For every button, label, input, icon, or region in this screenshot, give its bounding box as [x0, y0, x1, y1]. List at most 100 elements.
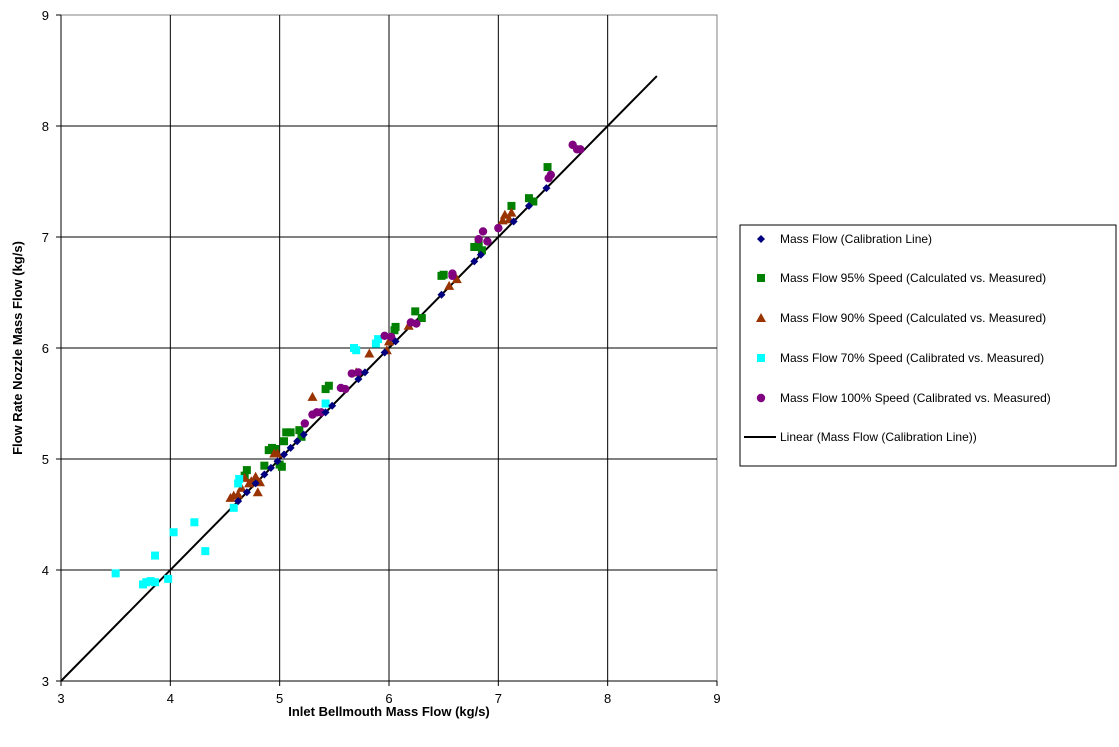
- series-3: [111, 335, 383, 589]
- x-tick-label: 3: [57, 691, 64, 706]
- legend-marker: [756, 393, 766, 403]
- data-point: [280, 450, 289, 459]
- data-point: [542, 184, 551, 193]
- data-point: [260, 470, 269, 479]
- data-point: [252, 487, 263, 497]
- data-point: [360, 368, 369, 377]
- series-1: [240, 163, 552, 480]
- data-point: [235, 474, 244, 483]
- data-point: [477, 246, 486, 255]
- data-point: [470, 242, 479, 251]
- data-point: [260, 461, 269, 470]
- legend-item: Mass Flow 100% Speed (Calibrated vs. Mea…: [756, 391, 1051, 405]
- data-point: [478, 227, 488, 236]
- legend-item: Mass Flow (Calibration Line): [757, 232, 932, 246]
- x-axis-title: Inlet Bellmouth Mass Flow (kg/s): [288, 704, 490, 719]
- series-layer: [60, 75, 658, 682]
- data-point: [451, 274, 462, 284]
- data-point: [277, 462, 286, 471]
- data-point: [354, 368, 363, 377]
- data-point: [234, 479, 243, 488]
- x-tick-label: 7: [495, 691, 502, 706]
- data-point: [190, 518, 199, 527]
- legend-marker: [756, 313, 766, 322]
- data-point: [386, 332, 396, 342]
- legend-label: Mass Flow 90% Speed (Calculated vs. Meas…: [780, 311, 1046, 325]
- x-tick-label: 8: [604, 691, 611, 706]
- x-tick-label: 4: [167, 691, 174, 706]
- data-point: [242, 488, 251, 497]
- data-point: [391, 337, 400, 346]
- legend-label: Mass Flow 95% Speed (Calculated vs. Meas…: [780, 271, 1046, 285]
- y-tick-label: 7: [42, 230, 49, 245]
- data-point: [286, 428, 295, 437]
- x-tick-label: 5: [276, 691, 283, 706]
- data-point: [229, 503, 238, 512]
- data-point: [352, 346, 361, 355]
- data-point: [164, 574, 173, 583]
- data-point: [271, 445, 280, 454]
- y-axis-title: Flow Rate Nozzle Mass Flow (kg/s): [10, 241, 25, 455]
- data-point: [317, 408, 326, 417]
- data-point: [151, 551, 160, 560]
- data-point: [347, 369, 357, 378]
- data-point: [529, 197, 538, 206]
- legend-label: Mass Flow (Calibration Line): [780, 232, 932, 246]
- data-point: [169, 528, 178, 537]
- y-tick-label: 9: [42, 8, 49, 23]
- data-point: [524, 201, 533, 210]
- data-point: [524, 194, 533, 203]
- x-tick-label: 6: [385, 691, 392, 706]
- data-point: [384, 336, 394, 346]
- data-point: [507, 201, 516, 210]
- tick-labels: 3 4 5 6 7 8 9 3 4 5 6 7 8 9: [42, 8, 721, 706]
- legend-item: Mass Flow 70% Speed (Calibrated vs. Meas…: [757, 351, 1044, 365]
- legend-box: [739, 224, 1117, 467]
- data-point: [299, 430, 308, 439]
- data-point: [509, 217, 518, 226]
- data-point: [297, 432, 306, 441]
- data-point: [437, 290, 446, 299]
- data-point: [546, 170, 556, 180]
- data-point: [273, 457, 282, 466]
- data-point: [321, 399, 330, 408]
- legend-label: Mass Flow 70% Speed (Calibrated vs. Meas…: [780, 351, 1044, 365]
- legend-item: Mass Flow 90% Speed (Calculated vs. Meas…: [756, 311, 1046, 325]
- data-point: [321, 408, 330, 417]
- y-tick-label: 4: [42, 563, 49, 578]
- data-point: [242, 466, 251, 475]
- data-point: [380, 348, 389, 357]
- data-point: [286, 443, 295, 452]
- y-tick-label: 5: [42, 452, 49, 467]
- legend-label: Mass Flow 100% Speed (Calibrated vs. Mea…: [780, 391, 1051, 405]
- data-point: [417, 314, 426, 323]
- data-point: [483, 237, 492, 246]
- data-point: [324, 381, 333, 390]
- data-point: [364, 348, 375, 358]
- data-point: [272, 448, 283, 458]
- data-point: [391, 322, 400, 331]
- data-point: [506, 207, 517, 217]
- data-point: [380, 331, 389, 340]
- data-point: [494, 223, 503, 233]
- y-tick-label: 8: [42, 119, 49, 134]
- data-point: [576, 145, 585, 154]
- data-point: [293, 437, 302, 446]
- data-point: [251, 479, 260, 488]
- data-point: [300, 419, 310, 428]
- data-point: [374, 335, 383, 344]
- data-point: [234, 497, 243, 506]
- data-point: [474, 235, 483, 244]
- data-point: [474, 240, 483, 249]
- data-point: [444, 280, 455, 290]
- data-point: [295, 426, 304, 435]
- data-point: [439, 270, 448, 279]
- data-point: [411, 307, 420, 316]
- legend-marker: [757, 274, 765, 282]
- data-point: [266, 463, 275, 472]
- data-point: [111, 569, 120, 578]
- legend-item: Mass Flow 95% Speed (Calculated vs. Meas…: [757, 271, 1046, 285]
- data-point: [354, 375, 363, 384]
- data-point: [371, 339, 380, 348]
